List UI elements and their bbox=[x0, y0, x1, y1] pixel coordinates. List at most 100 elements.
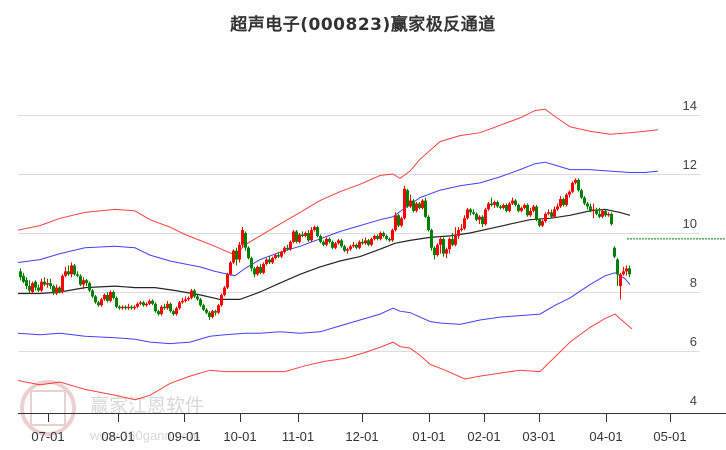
candle-body bbox=[100, 299, 103, 306]
candle-body bbox=[613, 247, 616, 257]
candle-body bbox=[628, 268, 631, 275]
candle-body bbox=[580, 190, 583, 198]
candle-body bbox=[262, 263, 265, 273]
candle-body bbox=[280, 252, 283, 257]
candle-body bbox=[553, 209, 556, 217]
candle-body bbox=[217, 305, 220, 313]
candle-body bbox=[436, 244, 439, 256]
candle-body bbox=[382, 233, 385, 236]
candle-body bbox=[604, 210, 607, 216]
watermark-seal-square bbox=[30, 390, 66, 426]
candle-body bbox=[211, 311, 214, 318]
candle-body bbox=[109, 292, 112, 301]
candle-body bbox=[169, 303, 172, 312]
candle-body bbox=[421, 200, 424, 208]
candle-body bbox=[112, 292, 115, 298]
candle-body bbox=[361, 241, 364, 244]
candle-body bbox=[76, 274, 79, 276]
candle-body bbox=[532, 206, 535, 211]
candle-body bbox=[220, 294, 223, 306]
x-tick-label: 12-01 bbox=[345, 429, 378, 444]
candle-body bbox=[373, 235, 376, 239]
candle-body bbox=[385, 235, 388, 239]
watermark-brand-text: 赢家江恩软件 bbox=[90, 395, 204, 417]
candle-body bbox=[103, 294, 106, 300]
candle-body bbox=[412, 200, 415, 211]
candle-body bbox=[229, 262, 232, 275]
candle-body bbox=[184, 299, 187, 301]
candle-body bbox=[397, 215, 400, 226]
candle-body bbox=[469, 209, 472, 213]
candle-body bbox=[145, 303, 148, 306]
candle-body bbox=[511, 200, 514, 204]
candle-body bbox=[40, 281, 43, 291]
candle-body bbox=[430, 230, 433, 248]
x-tick-label: 02-01 bbox=[467, 429, 500, 444]
candle-body bbox=[121, 306, 124, 309]
candle-body bbox=[475, 213, 478, 220]
candle-body bbox=[193, 290, 196, 297]
candle-body bbox=[52, 286, 55, 294]
candle-body bbox=[538, 219, 541, 226]
candle-body bbox=[598, 213, 601, 217]
candle-body bbox=[547, 212, 550, 214]
candle-body bbox=[529, 210, 532, 216]
candle-body bbox=[586, 203, 589, 207]
candle-body bbox=[607, 213, 610, 216]
watermark-seal-icon bbox=[20, 380, 76, 436]
candle-body bbox=[454, 235, 457, 245]
candle-body bbox=[133, 306, 136, 309]
candle-body bbox=[271, 258, 274, 263]
x-tick-label: 03-01 bbox=[522, 429, 555, 444]
candle-body bbox=[541, 221, 544, 226]
candle-body bbox=[550, 212, 553, 217]
candle-body bbox=[238, 244, 241, 260]
candle-body bbox=[241, 230, 244, 245]
candle-body bbox=[196, 296, 199, 300]
candle-body bbox=[31, 283, 34, 292]
candle-body bbox=[490, 203, 493, 205]
y-tick-label: 6 bbox=[690, 334, 697, 349]
candles bbox=[19, 178, 631, 321]
candle-body bbox=[523, 204, 526, 208]
candle-body bbox=[472, 212, 475, 214]
chart-title: 超声电子(000823)赢家极反通道 bbox=[230, 15, 496, 35]
y-tick-label: 8 bbox=[690, 275, 697, 290]
candle-body bbox=[343, 246, 346, 251]
candle-body bbox=[85, 280, 88, 284]
candle-body bbox=[157, 311, 160, 315]
candle-body bbox=[307, 233, 310, 241]
candle-body bbox=[505, 204, 508, 211]
candle-body bbox=[610, 213, 613, 225]
candle-body bbox=[496, 202, 499, 207]
candle-body bbox=[73, 265, 76, 275]
candle-body bbox=[28, 286, 31, 291]
candle-body bbox=[571, 182, 574, 192]
candle-body bbox=[355, 244, 358, 248]
candle-body bbox=[427, 216, 430, 231]
candle-body bbox=[151, 300, 154, 304]
candle-body bbox=[316, 227, 319, 236]
candle-body bbox=[124, 306, 127, 309]
candle-body bbox=[406, 190, 409, 207]
candle-body bbox=[88, 283, 91, 291]
candle-body bbox=[364, 240, 367, 244]
candle-body bbox=[37, 287, 40, 291]
candle-body bbox=[304, 233, 307, 236]
candle-body bbox=[592, 209, 595, 211]
candle-body bbox=[58, 287, 61, 292]
lower-inner-band-line bbox=[17, 272, 631, 345]
candle-body bbox=[622, 271, 625, 275]
candle-body bbox=[463, 218, 466, 229]
candle-body bbox=[442, 238, 445, 254]
candle-body bbox=[508, 203, 511, 211]
x-axis: 07-01 08-01 09-01 10-01 11-01 12-01 01-01 02-01… bbox=[18, 413, 726, 444]
candle-body bbox=[415, 203, 418, 211]
candle-body bbox=[295, 231, 298, 242]
candle-body bbox=[166, 303, 169, 309]
candle-body bbox=[22, 275, 25, 282]
candle-body bbox=[190, 290, 193, 298]
candle-body bbox=[175, 308, 178, 315]
candle-body bbox=[274, 255, 277, 259]
